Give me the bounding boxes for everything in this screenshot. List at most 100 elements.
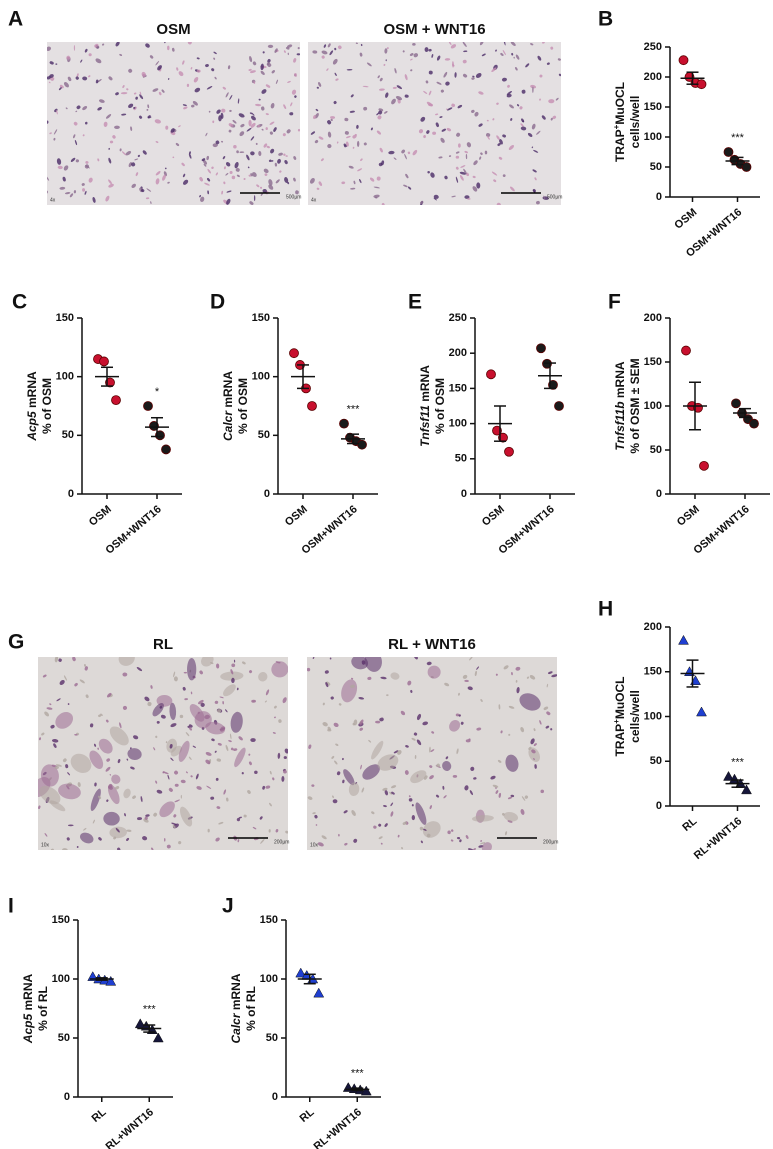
y-axis-label: Acp5 mRNA% of RL: [21, 974, 50, 1045]
cell: [174, 783, 179, 787]
cell: [444, 58, 451, 61]
cell: [344, 131, 349, 135]
cell: [390, 672, 400, 680]
cell: [491, 171, 498, 176]
cell: [332, 58, 338, 65]
cell: [38, 805, 41, 810]
cell: [222, 700, 224, 705]
cell: [502, 812, 505, 816]
x-tick-label: RL: [680, 815, 699, 834]
cell: [420, 116, 426, 122]
cell: [358, 697, 365, 700]
image-title: RL: [153, 636, 173, 653]
cell: [178, 740, 190, 762]
cell: [516, 686, 520, 694]
cell: [63, 82, 69, 88]
cell: [217, 742, 222, 746]
cell: [115, 92, 119, 96]
cell: [118, 657, 135, 666]
y-label-part: % of OSM: [236, 378, 250, 434]
cell: [443, 71, 448, 78]
cell: [422, 821, 441, 838]
cell: [507, 796, 513, 800]
cell: [252, 172, 257, 178]
cell: [235, 167, 240, 172]
cell: [290, 102, 293, 107]
cell: [106, 692, 112, 698]
cell: [321, 55, 325, 59]
cell: [492, 784, 499, 788]
y-axis-label: Tnfsf11b mRNA% of OSM ± SEM: [613, 358, 642, 453]
cell: [384, 111, 388, 114]
cell: [414, 754, 417, 759]
cell: [123, 788, 131, 799]
cell: [216, 806, 221, 809]
cell: [360, 43, 363, 47]
y-tick-label: 50: [650, 444, 662, 456]
cell: [266, 145, 270, 149]
cell: [108, 76, 113, 81]
cell: [47, 46, 51, 51]
cell: [343, 810, 348, 814]
cell: [231, 677, 235, 684]
cell: [332, 795, 334, 799]
cell: [126, 837, 130, 841]
cell: [429, 765, 433, 768]
cell: [546, 62, 550, 65]
cell: [229, 109, 232, 112]
cell: [50, 724, 55, 729]
cell: [318, 136, 324, 140]
cell: [375, 720, 381, 724]
cell: [413, 657, 418, 660]
cell: [155, 60, 160, 66]
cell: [109, 774, 112, 776]
cell: [269, 131, 273, 135]
cell: [465, 835, 469, 839]
cell: [236, 687, 239, 691]
cell: [531, 123, 536, 130]
cell: [334, 47, 337, 51]
cell: [77, 782, 81, 788]
y-label-part: TRAP: [613, 724, 627, 757]
cell: [274, 705, 277, 709]
cell: [410, 69, 413, 72]
cell: [130, 126, 133, 131]
cell: [277, 158, 281, 164]
cell: [348, 782, 360, 797]
cell: [64, 192, 71, 195]
cell: [55, 63, 58, 65]
cell: [386, 694, 389, 697]
cell: [259, 186, 263, 189]
cell: [97, 158, 100, 162]
y-label-part: Calcr: [229, 1012, 243, 1043]
cell: [444, 682, 450, 687]
cell: [145, 814, 150, 817]
cell: [508, 705, 515, 709]
cell: [262, 51, 265, 54]
cell: [137, 817, 143, 821]
y-label-part: Tnfsf11: [418, 405, 432, 447]
cell: [217, 709, 222, 713]
cell: [496, 202, 501, 205]
cell: [511, 671, 513, 676]
cell: [491, 67, 497, 73]
y-tick-label: 200: [644, 621, 662, 633]
y-tick-label: 150: [56, 312, 74, 324]
cell: [381, 203, 385, 205]
cell: [90, 788, 101, 812]
cell: [447, 830, 451, 835]
cell: [373, 825, 377, 829]
cell: [555, 97, 559, 101]
cell: [184, 698, 189, 701]
cell: [108, 179, 112, 185]
cell: [54, 657, 59, 663]
y-tick-label: 0: [64, 1091, 70, 1103]
cell: [192, 100, 198, 106]
cell: [285, 830, 288, 834]
cell: [283, 104, 287, 109]
cell: [429, 746, 431, 753]
cell: [226, 797, 229, 802]
cell: [427, 171, 430, 174]
cell: [139, 94, 144, 100]
cell: [502, 49, 506, 56]
